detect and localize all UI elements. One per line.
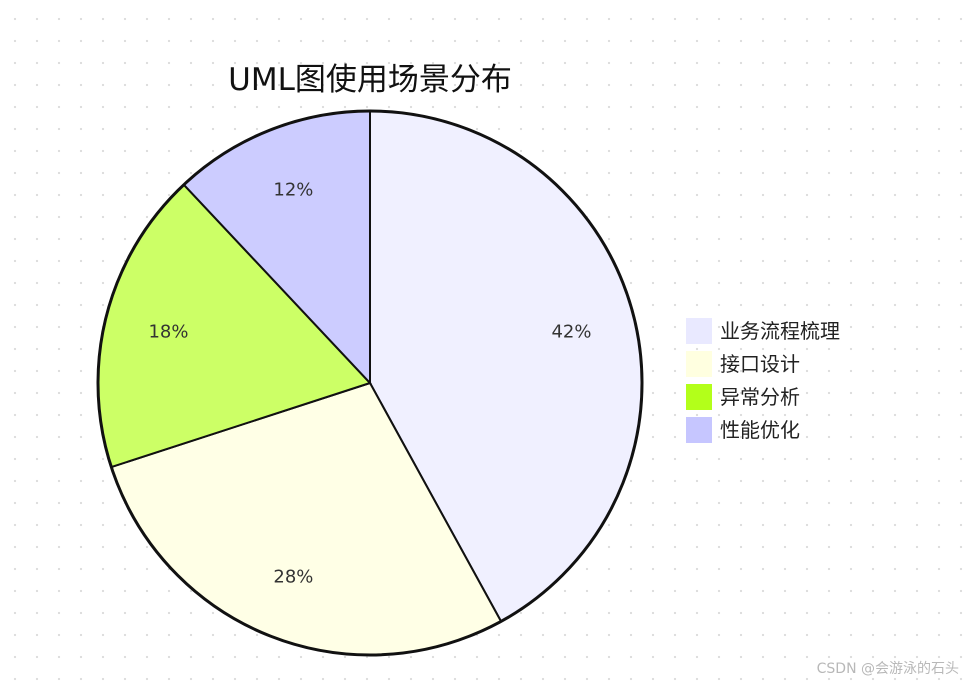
legend-label-1: 业务流程梳理 — [720, 319, 840, 343]
legend-swatch-4 — [686, 417, 712, 443]
legend-label-3: 异常分析 — [720, 385, 800, 409]
legend-swatch-2 — [686, 351, 712, 377]
watermark: CSDN @会游泳的石头 — [816, 661, 959, 677]
pie-slices — [97, 109, 643, 657]
legend-label-4: 性能优化 — [720, 418, 800, 442]
slice-labels: 42% 28% 18% 12% — [148, 180, 591, 588]
slice-label-3: 18% — [148, 321, 188, 342]
legend-swatch-3 — [686, 384, 712, 410]
pie-outline — [96, 109, 644, 657]
slice-label-1: 42% — [551, 321, 591, 342]
slice-label-2: 28% — [273, 566, 313, 587]
chart-title: UML图使用场景分布 — [228, 62, 512, 98]
legend-swatch-1 — [686, 318, 712, 344]
slice-label-4: 12% — [273, 180, 313, 201]
legend-label-2: 接口设计 — [720, 352, 800, 376]
